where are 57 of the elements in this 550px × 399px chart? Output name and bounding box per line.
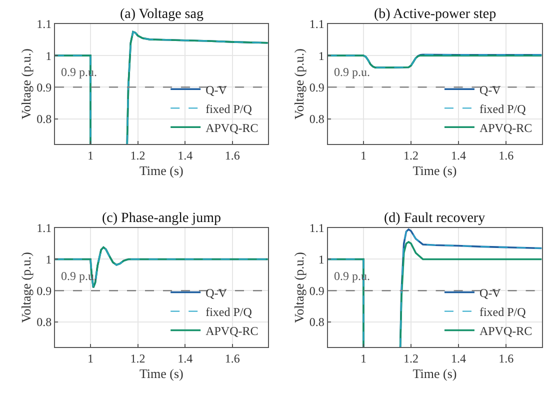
x-tick-label: 1.4 — [451, 352, 466, 366]
x-tick-label: 1.2 — [130, 148, 146, 162]
chart-title: (a) Voltage sag — [120, 7, 204, 22]
y-tick-label: 0.8 — [36, 112, 52, 126]
chart-title: (c) Phase-angle jump — [102, 211, 221, 226]
legend-label: APVQ-RC — [206, 120, 258, 135]
legend-label: fixed P/Q — [479, 102, 526, 116]
ref-line-label: 0.9 p.u. — [334, 65, 370, 79]
x-tick-label: 1 — [87, 148, 94, 162]
legend-label: APVQ-RC — [206, 324, 258, 338]
x-tick-label: 1.2 — [404, 352, 418, 366]
legend-label: Q-V — [479, 286, 502, 300]
y-tick-label: 1.1 — [309, 221, 324, 236]
x-tick-label: 1.4 — [178, 148, 193, 162]
y-tick-label: 0.8 — [309, 112, 324, 126]
y-tick-label: 0.9 — [36, 80, 52, 94]
x-tick-label: 1.6 — [224, 148, 240, 162]
y-tick-label: 1 — [46, 252, 52, 266]
x-tick-label: 1 — [360, 352, 366, 366]
x-tick-label: 1 — [87, 352, 94, 366]
y-tick-label: 1.1 — [36, 17, 52, 32]
y-tick-label: 0.8 — [309, 315, 324, 330]
x-tick-label: 1.6 — [498, 352, 514, 366]
x-tick-label: 1.2 — [130, 352, 146, 366]
x-tick-label: 1 — [360, 148, 366, 162]
x-axis-title: Time (s) — [139, 163, 184, 178]
legend-label: Q-V — [206, 82, 228, 97]
legend-label: fixed P/Q — [206, 304, 252, 319]
y-axis-title: Voltage (p.u.) — [291, 252, 306, 323]
x-axis-title: Time (s) — [139, 366, 184, 382]
y-tick-label: 0.9 — [309, 80, 324, 94]
y-axis-title: Voltage (p.u.) — [291, 48, 306, 120]
legend-label: APVQ-RC — [479, 120, 532, 135]
x-tick-label: 1.4 — [178, 352, 193, 366]
y-axis-title: Voltage (p.u.) — [18, 252, 34, 323]
x-tick-label: 1.4 — [451, 148, 466, 162]
legend-label: fixed P/Q — [206, 102, 252, 116]
legend-label: fixed P/Q — [479, 304, 526, 319]
x-axis-title: Time (s) — [412, 366, 457, 382]
x-tick-label: 1.2 — [404, 148, 418, 162]
y-tick-label: 1 — [46, 48, 52, 63]
legend-label: Q-V — [479, 82, 502, 97]
y-tick-label: 1 — [318, 252, 324, 266]
y-tick-label: 1.1 — [309, 17, 324, 32]
x-tick-label: 1.6 — [498, 148, 514, 162]
legend-label: Q-V — [206, 286, 228, 300]
y-tick-label: 0.9 — [309, 284, 324, 298]
chart-title: (b) Active-power step — [374, 7, 496, 22]
x-axis-title: Time (s) — [412, 163, 457, 178]
y-tick-label: 1.1 — [36, 221, 52, 236]
y-axis-title: Voltage (p.u.) — [18, 48, 34, 120]
x-tick-label: 1.6 — [224, 352, 240, 366]
chart-title: (d) Fault recovery — [384, 211, 486, 226]
y-tick-label: 0.8 — [36, 315, 52, 330]
y-tick-label: 0.9 — [36, 284, 52, 298]
y-tick-label: 1 — [318, 48, 324, 63]
legend-label: APVQ-RC — [479, 324, 532, 338]
